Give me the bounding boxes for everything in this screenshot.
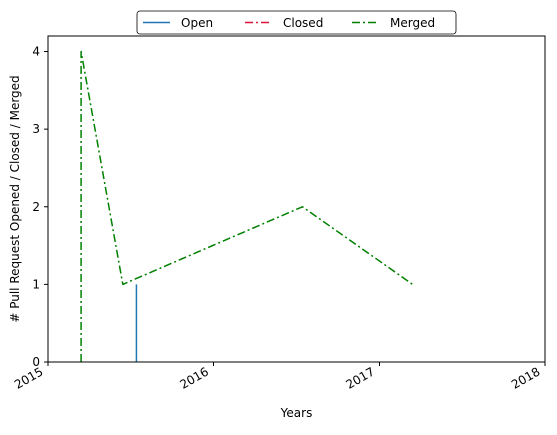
y-tick-label: 3: [32, 122, 40, 136]
y-axis-label: # Pull Request Opened / Closed / Merged: [8, 75, 22, 322]
series-line-merged: [80, 50, 414, 362]
legend-label-open: Open: [181, 16, 213, 30]
series-layer: [80, 50, 414, 362]
legend-label-closed: Closed: [283, 16, 323, 30]
legend-label-merged: Merged: [390, 16, 435, 30]
legend: Open Closed Merged: [136, 10, 457, 35]
y-tick-label: 2: [32, 200, 40, 214]
plot-frame: [47, 35, 546, 363]
legend-box: [136, 10, 457, 35]
y-tick-label: 0: [32, 355, 40, 369]
y-tick-label: 1: [32, 277, 40, 291]
x-axis-label: Years: [280, 406, 313, 420]
y-tick-label: 4: [32, 45, 40, 59]
